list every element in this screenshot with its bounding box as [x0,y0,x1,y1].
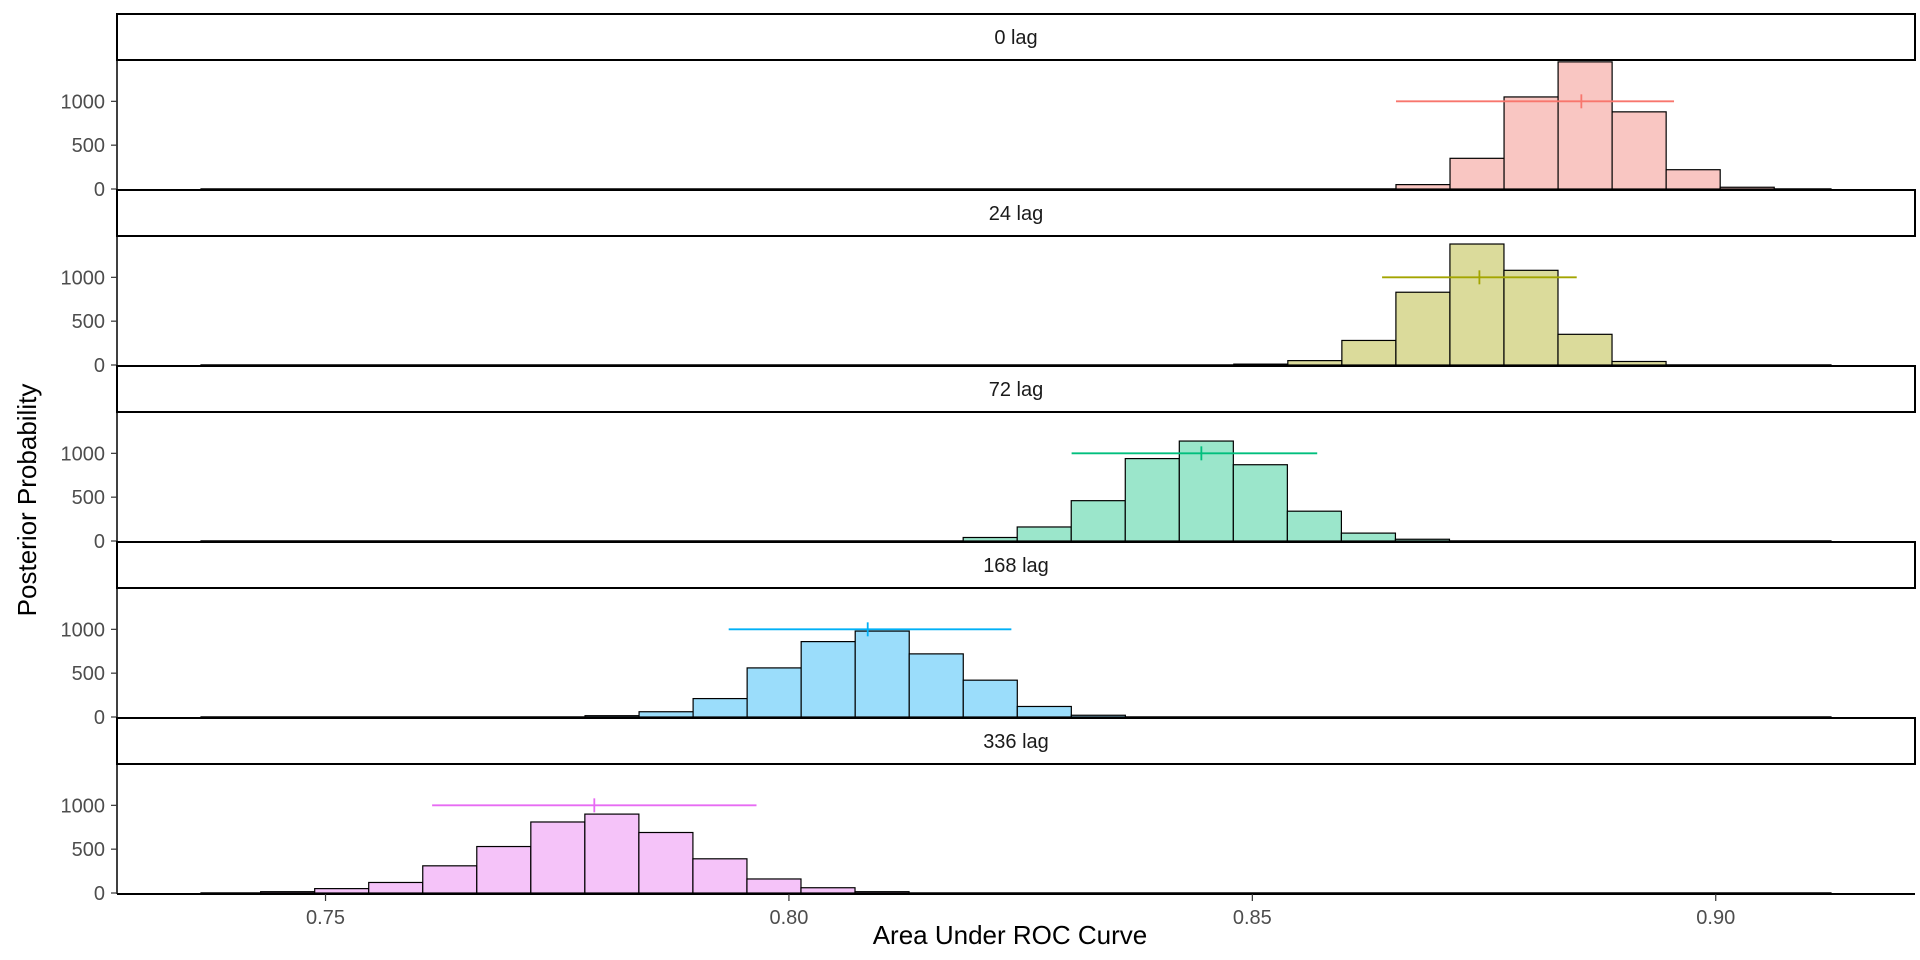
histogram-bar [854,891,910,894]
histogram-bar [800,887,856,894]
histogram-bar [746,667,802,718]
histogram-bar [1395,184,1451,190]
histogram-bar [1394,538,1451,542]
y-tick-label: 0 [94,355,105,377]
histogram-bar [1395,291,1451,366]
facet-panel: 0 lag 0 500 1000 [61,13,1916,201]
histogram-bar [692,697,748,718]
histogram-bar [368,881,424,894]
facet-panels: 0 lag 0 500 1000 24 lag 0 500 1000 72 lag 0 500 100… [61,13,1916,905]
x-tick-label: 0.85 [1233,907,1272,929]
y-tick-label: 1000 [61,91,106,113]
histogram-bar [1232,464,1288,542]
x-axis: 0.75 0.80 0.85 0.90 [117,893,1915,929]
histogram-bar [1503,269,1559,366]
x-axis-title: Area Under ROC Curve [873,920,1148,950]
histogram-bar [1611,360,1667,366]
histogram-bar [1016,705,1072,718]
y-tick-label: 1000 [61,443,106,465]
histogram-bar [962,536,1018,542]
histogram-bar [692,858,748,894]
facet-strip-label: 336 lag [983,731,1049,753]
y-tick-label: 500 [72,663,105,685]
facet-panel: 168 lag 0 500 1000 [61,541,1916,729]
y-tick-label: 0 [94,531,105,553]
y-tick-label: 500 [72,311,105,333]
histogram-bar [1449,243,1505,366]
histogram-bar [800,641,856,718]
histogram-bar [746,878,802,894]
y-tick-label: 1000 [61,795,106,817]
facet-strip [116,717,1916,765]
y-tick-label: 0 [94,883,105,905]
histogram-bar [1557,333,1613,366]
histogram-bar [1557,61,1613,190]
histogram-bar [1503,96,1559,190]
histogram-bar [962,679,1018,718]
y-tick-label: 0 [94,707,105,729]
histogram-bar [854,630,910,718]
histogram-bar [1340,532,1397,542]
histogram-bar [584,813,640,894]
histogram-bar [584,715,640,718]
histogram-bar [1070,714,1126,718]
facet-strip-label: 0 lag [994,27,1037,49]
histogram-bar [1233,363,1289,366]
y-tick-label: 500 [72,839,105,861]
facet-strip [116,13,1916,61]
histogram-bar [1286,510,1343,542]
histogram-bar [422,865,478,894]
facet-strip-label: 168 lag [983,555,1049,577]
histogram-bar [1611,111,1667,190]
histogram-bar [1178,440,1234,542]
y-tick-label: 500 [72,135,105,157]
y-tick-label: 1000 [61,619,106,641]
histogram-bar [1287,360,1343,366]
facet-strip [116,365,1916,413]
y-tick-label: 0 [94,179,105,201]
facet-panel: 24 lag 0 500 1000 [61,189,1916,377]
facet-strip [116,541,1916,589]
x-tick-label: 0.75 [306,907,345,929]
histogram-bar [1016,526,1072,542]
histogram-bar [530,821,586,894]
x-tick-label: 0.80 [769,907,808,929]
facet-strip-label: 72 lag [989,379,1044,401]
histogram-bar [638,831,694,894]
y-tick-label: 1000 [61,267,106,289]
histogram-bar [1719,186,1775,190]
histogram-bar [908,653,964,718]
x-tick-label: 0.90 [1696,907,1735,929]
y-tick-label: 500 [72,487,105,509]
facet-strip-label: 24 lag [989,203,1044,225]
histogram-bar [314,888,370,894]
histogram-bar [1665,169,1721,190]
histogram-bar [260,891,316,894]
y-axis-title: Posterior Probability [12,384,42,617]
histogram-bar [1449,157,1505,190]
histogram-bar [638,711,694,718]
facet-panel: 72 lag 0 500 1000 [61,365,1916,553]
facet-panel: 336 lag 0 500 1000 [61,717,1916,905]
facet-strip [116,189,1916,237]
histogram-bar [1070,500,1126,542]
histogram-bar [1124,457,1180,542]
histogram-bar [476,845,532,894]
histogram-bar [1341,339,1397,366]
